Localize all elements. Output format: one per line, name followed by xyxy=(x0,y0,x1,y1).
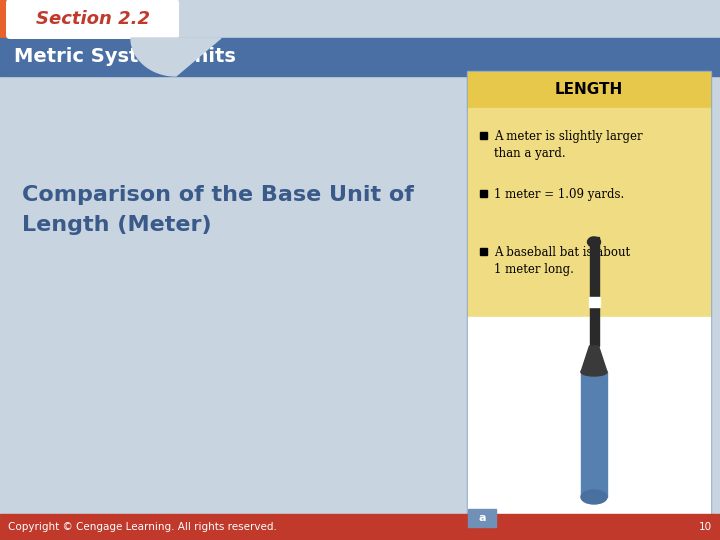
Ellipse shape xyxy=(581,368,607,376)
Bar xyxy=(468,509,710,527)
Ellipse shape xyxy=(588,237,600,247)
Bar xyxy=(0,0,10,38)
Text: Metric System Units: Metric System Units xyxy=(14,48,236,66)
Bar xyxy=(0,38,720,76)
Bar xyxy=(468,317,710,509)
Text: Section 2.2: Section 2.2 xyxy=(36,10,150,28)
Text: A baseball bat is about
1 meter long.: A baseball bat is about 1 meter long. xyxy=(494,246,630,275)
Bar xyxy=(590,237,598,346)
Bar xyxy=(581,372,607,497)
Text: A meter is slightly larger
than a yard.: A meter is slightly larger than a yard. xyxy=(494,130,643,159)
Text: 1 meter = 1.09 yards.: 1 meter = 1.09 yards. xyxy=(494,188,624,201)
Text: Length (Meter): Length (Meter) xyxy=(22,215,212,235)
Bar xyxy=(0,0,720,38)
Text: Comparison of the Base Unit of: Comparison of the Base Unit of xyxy=(22,185,414,205)
Bar xyxy=(468,108,710,317)
Text: LENGTH: LENGTH xyxy=(555,83,623,98)
Bar xyxy=(480,132,487,139)
Text: 10: 10 xyxy=(699,522,712,532)
Bar xyxy=(480,190,487,197)
Polygon shape xyxy=(581,346,607,372)
Text: a: a xyxy=(478,513,486,523)
Bar xyxy=(480,248,487,255)
Text: Copyright © Cengage Learning. All rights reserved.: Copyright © Cengage Learning. All rights… xyxy=(8,522,277,532)
Bar xyxy=(467,71,711,528)
Bar xyxy=(468,509,496,527)
Bar xyxy=(588,297,600,307)
Bar xyxy=(0,514,720,540)
Ellipse shape xyxy=(581,490,607,504)
Bar xyxy=(468,72,710,108)
FancyBboxPatch shape xyxy=(6,0,179,39)
Polygon shape xyxy=(131,38,221,76)
